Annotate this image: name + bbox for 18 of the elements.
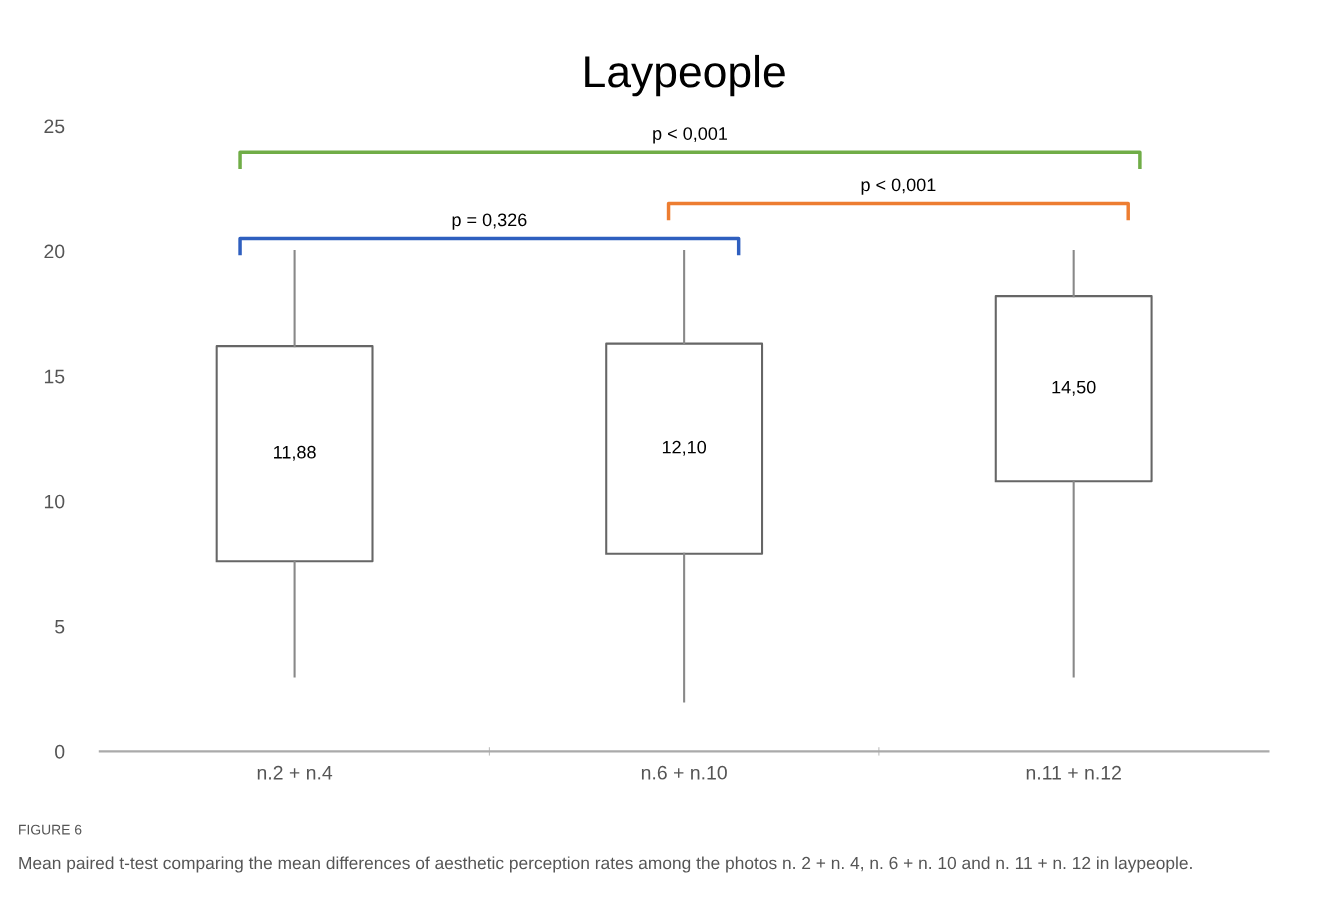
y-tick-label: 25 — [44, 119, 65, 134]
annotation: 11,88 — [274, 445, 316, 461]
annotation: 14,50 — [1052, 380, 1096, 396]
caption: FIGURE 6 — [19, 824, 82, 835]
x-tick-label: n.2 + n.4 — [257, 765, 333, 780]
text: Mean paired t-test comparing the mean differences of aesthetic perception rates among the photos n. 2 + n. 4, n. 6 + n. 10 and n. 11 + n. 12 in laypeople. — [19, 856, 1192, 873]
annotation: p < 0,001 — [653, 127, 727, 144]
y-tick-label: 5 — [55, 619, 65, 634]
y-tick-label: 20 — [44, 244, 65, 259]
annotation: p = 0,326 — [452, 213, 527, 230]
y-tick-label: 10 — [44, 494, 65, 509]
x-tick-label: n.6 + n.10 — [641, 765, 727, 780]
annotation: 12,10 — [662, 440, 707, 456]
x-tick-label: n.11 + n.12 — [1026, 765, 1121, 780]
chart-title: Laypeople — [585, 54, 785, 97]
y-tick-label: 0 — [55, 744, 65, 759]
y-tick-label: 15 — [44, 369, 65, 384]
annotation: p < 0,001 — [861, 178, 936, 195]
